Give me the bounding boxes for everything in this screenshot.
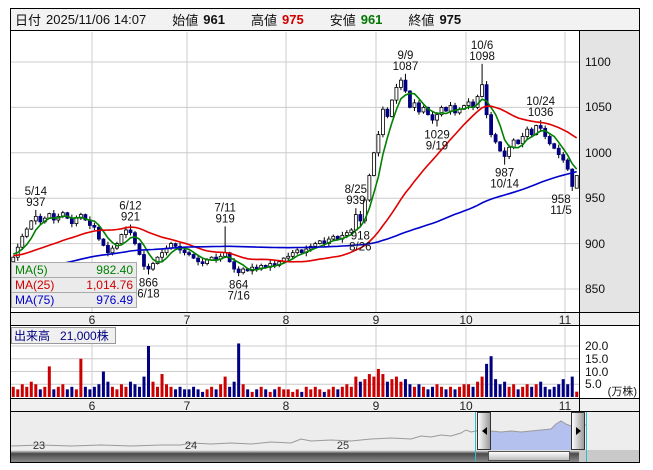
axis-divider [579,31,580,412]
quote-high: 高値 975 [251,10,304,29]
volume-axis-label: 20.0 [585,339,609,353]
high-label: 高値 [250,13,277,28]
price-x-axis [11,312,639,326]
price-y-axis [579,31,639,312]
date-label: 日付 [15,13,42,28]
close-value: 975 [439,12,462,27]
year-label-24: 24 [184,440,198,452]
month-label-7: 7 [183,313,191,327]
volume-axis-label: 15.0 [585,351,609,366]
ma75-legend: MA(75) 976.49 [11,292,137,308]
price-axis-label: 1000 [585,145,612,160]
close-label: 終値 [408,13,435,28]
month-label-11: 11 [558,399,572,413]
month-label-10: 10 [459,399,473,413]
ma5-value: 982.40 [96,263,133,277]
navigator-left-button[interactable] [477,412,491,450]
scrollbar-track[interactable] [11,450,579,462]
month-label-6: 6 [88,313,96,327]
ma75-label: MA(75) [15,293,55,307]
price-axis-label: 1100 [585,55,611,69]
chart-window: 日付 2025/11/06 14:07 始値 961 高値 975 安値 961… [10,8,640,463]
ma25-value: 1,014.76 [86,278,133,292]
price-axis-label: 950 [585,191,606,206]
quote-open: 始値 961 [172,10,225,29]
ma5-legend: MA(5) 982.40 [11,262,137,278]
navigator-guide-left [475,412,476,462]
month-label-6: 6 [88,399,96,413]
volume-y-axis [579,326,639,398]
right-arrow-icon [575,427,581,435]
month-label-10: 10 [459,313,473,327]
low-value: 961 [360,12,383,27]
quote-low: 安値 961 [330,10,383,29]
navigator-selection[interactable] [491,412,571,450]
quote-header: 日付 2025/11/06 14:07 始値 961 高値 975 安値 961… [11,9,639,31]
open-value: 961 [203,12,225,27]
month-label-8: 8 [282,313,290,327]
ma5-label: MA(5) [15,263,48,277]
volume-axis-label: 10.0 [585,364,609,379]
open-label: 始値 [172,13,199,28]
month-label-8: 8 [282,399,290,413]
navigator-guide-right [586,412,587,462]
year-label-25: 25 [336,440,350,452]
quote-date: 日付 2025/11/06 14:07 [15,10,146,29]
volume-x-axis [11,398,639,412]
scrollbar-thumb[interactable] [488,451,570,461]
left-arrow-icon [481,427,487,435]
quote-close: 終値 975 [408,10,461,29]
month-label-11: 11 [558,313,572,327]
volume-current-value: 21,000株 [60,329,109,343]
ma25-label: MA(25) [15,278,55,292]
date-value: 2025/11/06 14:07 [46,12,147,27]
volume-label: 出来高 [14,329,51,343]
scrollbar-corner [579,450,639,462]
month-label-9: 9 [372,399,380,413]
price-axis-label: 1050 [585,100,612,115]
navigator-right-button[interactable] [571,412,585,450]
ma25-legend: MA(25) 1,014.76 [11,277,137,293]
price-axis-label: 900 [585,236,606,251]
price-axis-label: 850 [585,282,606,296]
volume-current-box: 出来高 21,000株 [11,327,116,344]
volume-unit-label: (万株) [607,386,637,398]
low-label: 安値 [329,13,356,28]
month-label-7: 7 [183,399,191,413]
month-label-9: 9 [372,313,380,327]
volume-axis-label: 5.0 [585,377,602,392]
year-label-23: 23 [32,440,46,452]
ma75-value: 976.49 [96,293,133,307]
high-value: 975 [282,12,304,27]
